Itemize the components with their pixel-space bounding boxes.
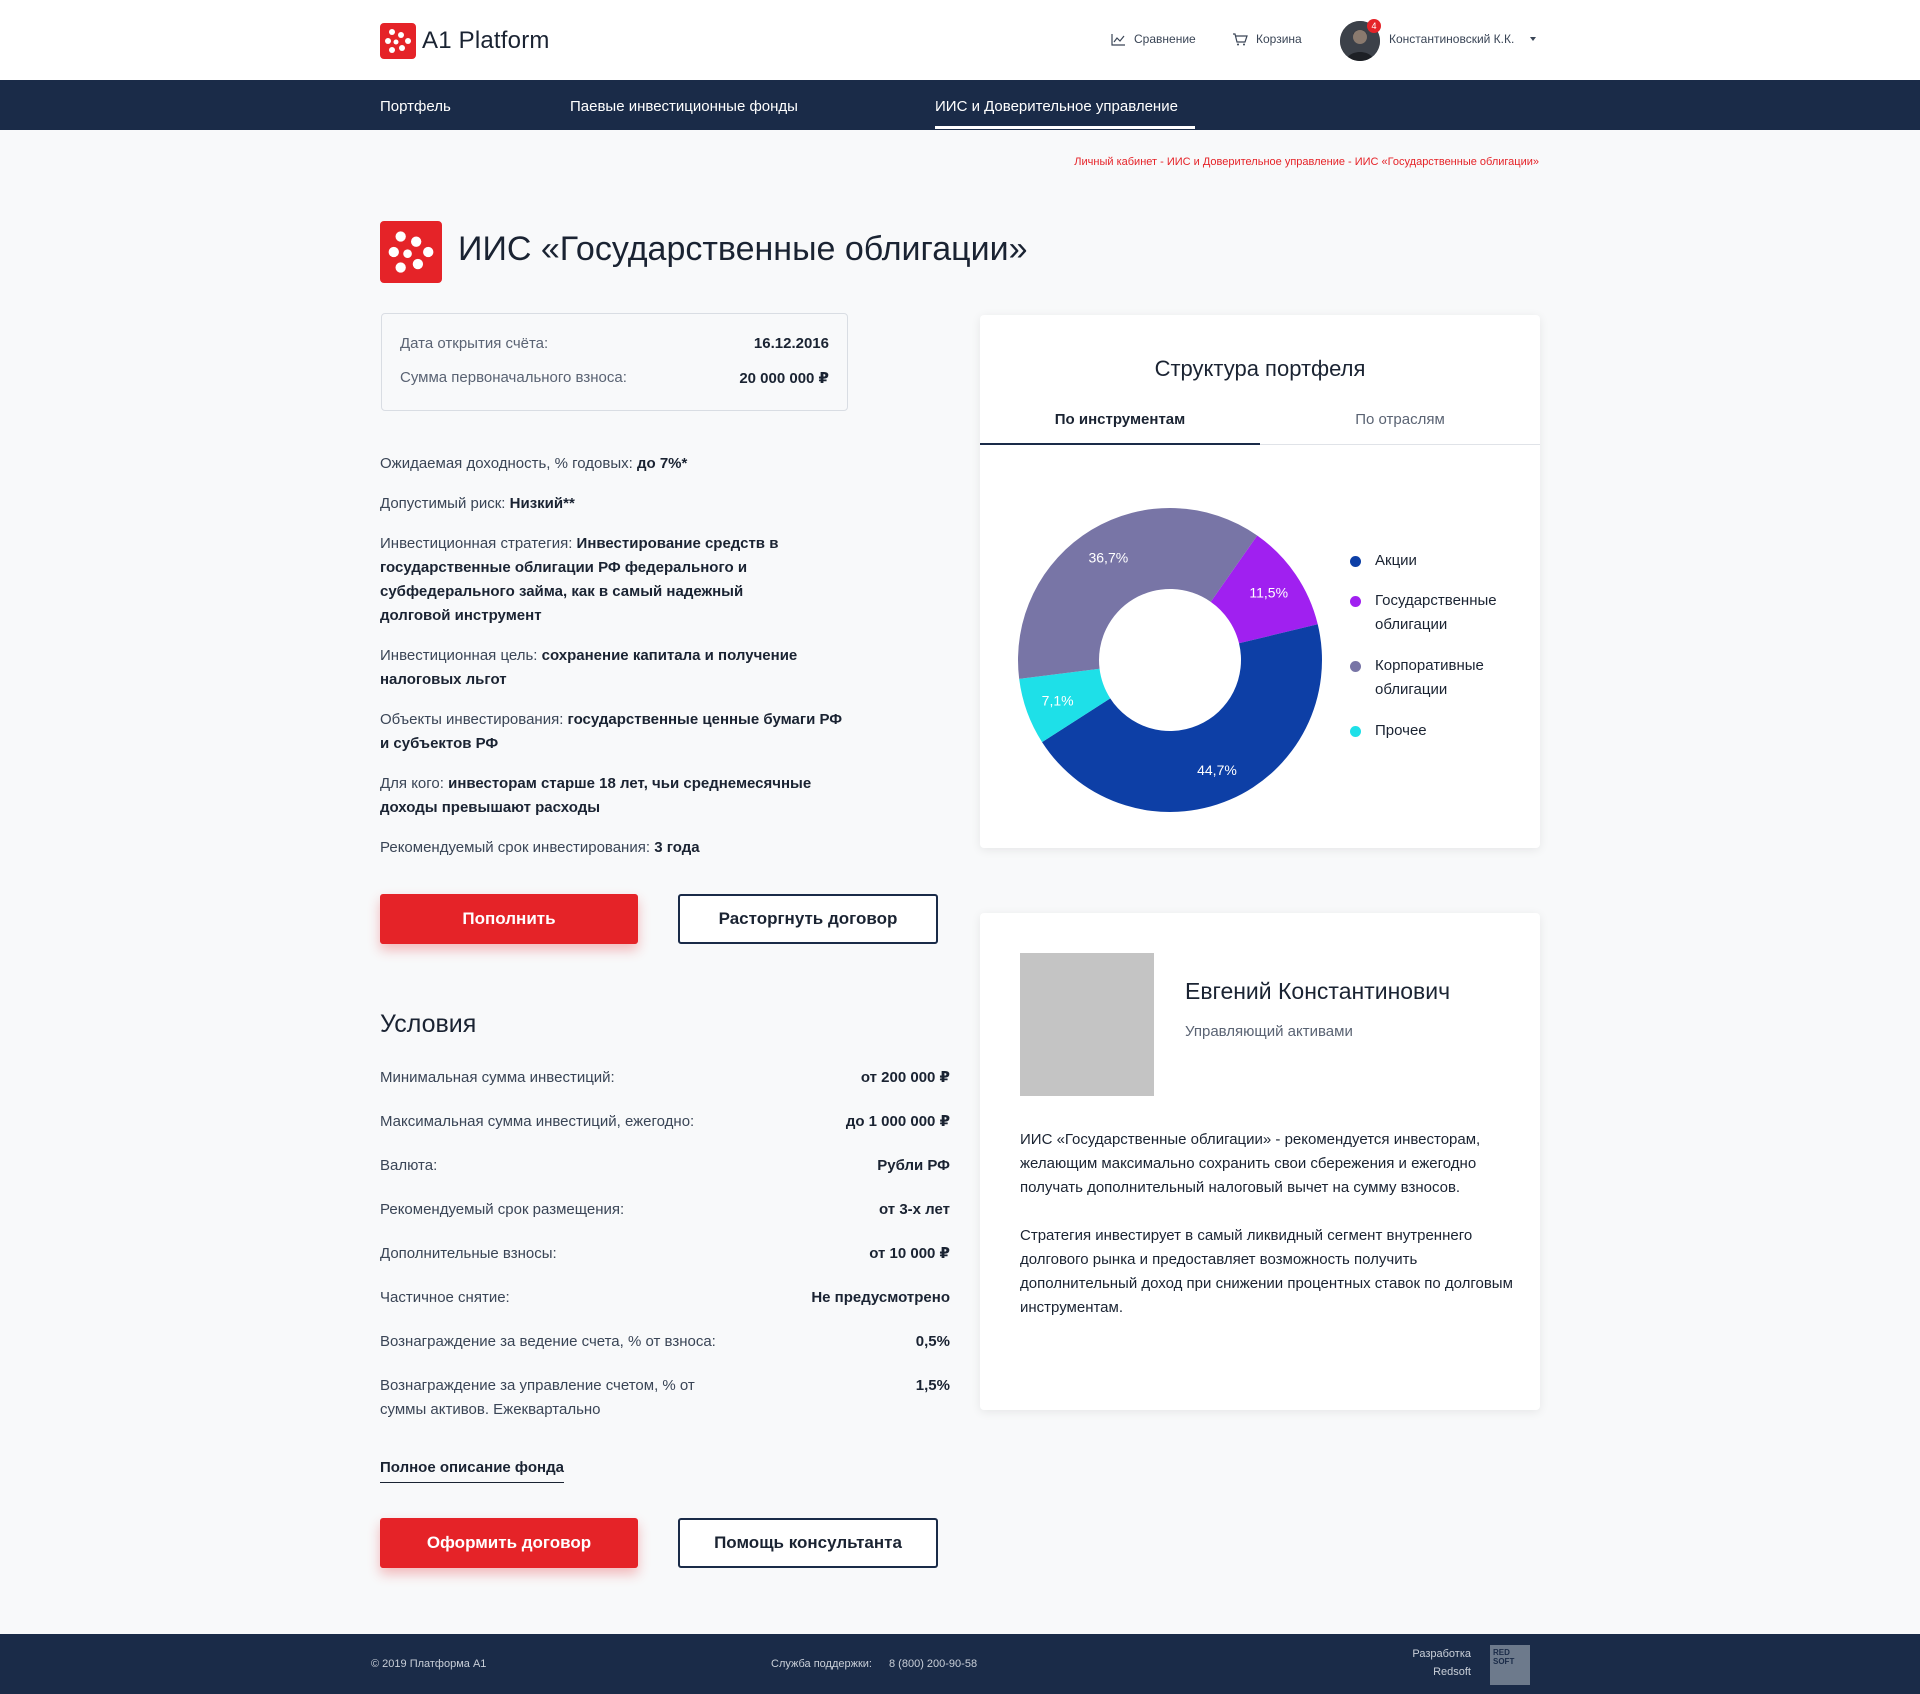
nav-item-iis[interactable]: ИИС и Доверительное управление — [935, 98, 1178, 115]
top-header: A1 Platform Сравнение Корзина 4 Констант… — [0, 0, 1920, 80]
donut-slice-label: 7,1% — [1042, 693, 1074, 709]
cart-link[interactable]: Корзина — [1232, 32, 1302, 46]
property-item: Допустимый риск: Низкий** — [380, 495, 575, 512]
legend-swatch — [1350, 596, 1361, 607]
consultant-help-button[interactable]: Помощь консультанта — [678, 1518, 938, 1568]
fund-logo-icon — [380, 221, 442, 283]
donut-slice[interactable] — [1042, 624, 1322, 812]
full-description-link[interactable]: Полное описание фонда — [380, 1459, 564, 1483]
cart-icon — [1233, 32, 1248, 45]
dev-company: Redsoft — [1433, 1666, 1471, 1678]
donut-slice-label: 36,7% — [1088, 550, 1128, 566]
compare-label: Сравнение — [1134, 32, 1196, 46]
open-date-label: Дата открытия счёта: — [400, 335, 549, 352]
footer — [0, 1634, 1920, 1694]
initial-sum-row: Сумма первоначального взноса: 20 000 000… — [400, 369, 829, 387]
condition-row: Валюта: Рубли РФ — [380, 1157, 950, 1174]
tabs-divider — [980, 444, 1540, 445]
condition-row: Частичное снятие: Не предусмотрено — [380, 1289, 950, 1306]
property-item: Для кого: инвесторам старше 18 лет, чьи … — [380, 775, 812, 816]
footer-copyright: © 2019 Платформа А1 — [371, 1658, 487, 1670]
conditions-title: Условия — [380, 1010, 477, 1038]
app-name: A1 Platform — [422, 27, 550, 54]
manager-role: Управляющий активами — [1185, 1023, 1353, 1040]
tab-by-instruments[interactable]: По инструментам — [1054, 411, 1186, 428]
nav-item-mutual-funds[interactable]: Паевые инвестиционные фонды — [570, 98, 798, 115]
condition-row: Максимальная сумма инвестиций, ежегодно:… — [380, 1113, 950, 1130]
legend-label: Прочее — [1375, 722, 1427, 739]
legend-label: Корпоративные облигации — [1375, 657, 1484, 698]
terminate-contract-button[interactable]: Расторгнуть договор — [678, 894, 938, 944]
legend-label: Государственные облигации — [1375, 592, 1497, 633]
tab-by-industries[interactable]: По отраслям — [1355, 411, 1445, 428]
dev-label: Разработка — [1412, 1648, 1471, 1660]
condition-row: Вознаграждение за ведение счета, % от вз… — [380, 1333, 950, 1350]
manager-photo — [1020, 953, 1154, 1096]
initial-sum-label: Сумма первоначального взноса: — [400, 369, 627, 386]
property-item: Инвестиционная стратегия: Инвестирование… — [380, 535, 779, 624]
legend-item[interactable]: Государственные облигации — [1350, 589, 1525, 637]
initial-sum-value: 20 000 000 ₽ — [739, 370, 829, 387]
notification-badge: 4 — [1367, 19, 1381, 33]
user-name[interactable]: Константиновский К.К. — [1389, 32, 1515, 46]
open-date-row: Дата открытия счёта: 16.12.2016 — [400, 335, 829, 352]
condition-row: Минимальная сумма инвестиций: от 200 000 … — [380, 1069, 950, 1086]
nav-active-indicator — [935, 126, 1195, 129]
manager-description-paragraph: Стратегия инвестирует в самый ликвидный … — [1020, 1227, 1513, 1316]
condition-row: Рекомендуемый срок размещения: от 3-х лет — [380, 1201, 950, 1218]
portfolio-donut-chart: 11,5% 44,7% 7,1% 36,7% — [1018, 507, 1322, 812]
account-info-box: Дата открытия счёта: 16.12.2016 Сумма пе… — [381, 313, 848, 411]
caret-down-icon[interactable] — [1530, 37, 1536, 41]
a1-logo-icon — [380, 23, 416, 59]
condition-row: Вознаграждение за управление счетом, % о… — [380, 1377, 950, 1418]
legend-item[interactable]: Корпоративные облигации — [1350, 654, 1525, 702]
legend-swatch — [1350, 726, 1361, 737]
fund-properties: Ожидаемая доходность, % годовых: до 7%* … — [380, 452, 860, 876]
main-nav: Портфель Паевые инвестиционные фонды ИИС… — [0, 80, 1920, 130]
breadcrumb[interactable]: Личный кабинет - ИИС и Доверительное упр… — [1074, 156, 1539, 168]
manager-description-paragraph: ИИС «Государственные облигации» - рекоме… — [1020, 1131, 1481, 1196]
tab-active-indicator — [980, 443, 1260, 445]
legend-item[interactable]: Прочее — [1350, 719, 1525, 743]
legend-swatch — [1350, 556, 1361, 567]
cart-label: Корзина — [1256, 32, 1302, 46]
legend-item[interactable]: Акции — [1350, 549, 1525, 573]
property-item: Объекты инвестирования: государственные … — [380, 711, 843, 752]
donut-slice-label: 44,7% — [1197, 762, 1237, 778]
compare-link[interactable]: Сравнение — [1111, 32, 1196, 46]
support-label: Служба поддержки: — [771, 1658, 872, 1670]
open-date-value: 16.12.2016 — [753, 335, 829, 352]
page-title: ИИС «Государственные облигации» — [458, 230, 1028, 268]
condition-row: Дополнительные взносы: от 10 000 ₽ — [380, 1245, 950, 1262]
sign-contract-button[interactable]: Оформить договор — [380, 1518, 638, 1568]
donut-slice-label: 11,5% — [1249, 585, 1288, 601]
donut-slice[interactable] — [1019, 668, 1111, 743]
portfolio-title: Структура портфеля — [1154, 356, 1366, 381]
app-logo[interactable]: A1 Platform — [380, 23, 550, 59]
property-item: Ожидаемая доходность, % годовых: до 7%* — [380, 455, 688, 472]
donut-slice[interactable] — [1210, 535, 1318, 644]
nav-item-portfolio[interactable]: Портфель — [380, 98, 451, 115]
donut-slice[interactable] — [1018, 507, 1258, 679]
property-item: Инвестиционная цель: сохранение капитала… — [380, 647, 798, 688]
support-phone[interactable]: 8 (800) 200-90-58 — [889, 1658, 978, 1670]
manager-description: ИИС «Государственные облигации» - рекоме… — [1020, 1128, 1520, 1344]
property-item: Рекомендуемый срок инвестирования: 3 год… — [380, 839, 700, 856]
legend-swatch — [1350, 661, 1361, 672]
redsoft-logo[interactable]: RED SOFT — [1490, 1645, 1530, 1685]
manager-name: Евгений Константинович — [1185, 978, 1451, 1004]
legend-label: Акции — [1375, 552, 1417, 569]
chart-icon — [1111, 33, 1125, 46]
top-up-button[interactable]: Пополнить — [380, 894, 638, 944]
